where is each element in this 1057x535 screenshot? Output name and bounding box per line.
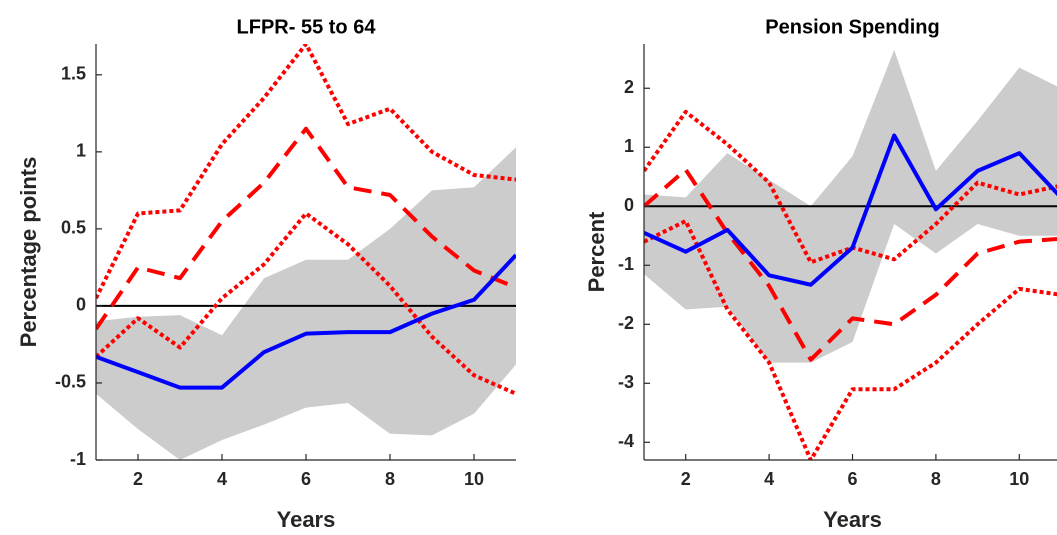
x-tick-label: 4 xyxy=(217,469,227,489)
series-line xyxy=(644,167,1057,362)
plot-area xyxy=(96,44,516,460)
x-tick-label: 6 xyxy=(301,469,311,489)
y-tick-label: -3 xyxy=(618,372,634,392)
x-tick-label: 4 xyxy=(764,469,774,489)
series-line xyxy=(644,133,1057,287)
x-tick-label: 2 xyxy=(133,469,143,489)
x-tick-label: 8 xyxy=(385,469,395,489)
y-tick-label: 1 xyxy=(76,141,86,161)
x-tick-label: 2 xyxy=(681,469,691,489)
x-axis-label: Years xyxy=(823,507,882,532)
x-tick-label: 10 xyxy=(464,469,484,489)
series-line xyxy=(96,253,516,390)
y-tick-label: -4 xyxy=(618,431,634,451)
x-axis-label: Years xyxy=(277,507,336,532)
series-line xyxy=(96,126,516,331)
plot-area xyxy=(644,49,1057,460)
y-axis-label: Percent xyxy=(584,211,609,292)
x-tick-label: 10 xyxy=(1009,469,1029,489)
confidence-band xyxy=(96,147,516,460)
y-tick-label: 2 xyxy=(624,77,634,97)
chart-title: LFPR- 55 to 64 xyxy=(237,16,377,38)
x-tick-label: 6 xyxy=(847,469,857,489)
series-line xyxy=(644,219,1057,460)
y-tick-label: -1 xyxy=(70,449,86,469)
y-tick-label: -1 xyxy=(618,254,634,274)
x-tick-label: 8 xyxy=(931,469,941,489)
panel: -4 -3 -2 -1 0 1 2 2 4 6 8 10 Pension Spending Years Pe… xyxy=(584,16,1057,532)
y-tick-label: 0.5 xyxy=(61,218,86,238)
y-tick-label: 1.5 xyxy=(61,64,86,84)
series-line xyxy=(96,211,516,396)
panel: -1 -0.5 0 0.5 1 1.5 2 4 6 8 10 LFPR- 55 to 64 Years P… xyxy=(16,16,516,532)
y-tick-label: -2 xyxy=(618,313,634,333)
y-tick-label: 0 xyxy=(76,295,86,315)
y-tick-label: 0 xyxy=(624,195,634,215)
series-line xyxy=(96,44,516,300)
y-tick-label: -0.5 xyxy=(55,372,86,392)
y-axis-label: Percentage points xyxy=(16,157,41,348)
y-tick-label: 1 xyxy=(624,136,634,156)
chart-title: Pension Spending xyxy=(765,16,939,38)
